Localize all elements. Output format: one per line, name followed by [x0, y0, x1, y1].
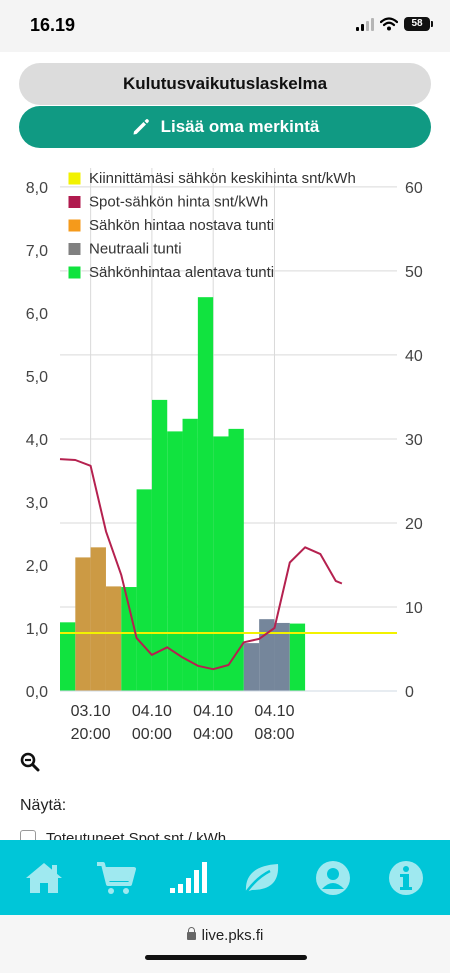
x-tick-date: 04.10 [132, 703, 172, 720]
y-left-tick-label: 3,0 [26, 495, 48, 512]
spot-toggle-label: Toteutuneet Spot snt / kWh [46, 830, 227, 842]
legend-label: Sähkönhintaa alentava tunti [89, 264, 274, 281]
bar-lower [151, 399, 168, 691]
home-indicator [145, 955, 307, 960]
y-left-tick-label: 4,0 [26, 432, 48, 449]
tab-info[interactable] [376, 848, 436, 908]
tab-shop[interactable] [86, 848, 146, 908]
price-lines [59, 458, 397, 692]
url-text: live.pks.fi [201, 927, 264, 944]
x-tick-date: 04.10 [193, 703, 233, 720]
zoom-out-icon[interactable] [20, 752, 40, 772]
cellular-signal-icon [356, 17, 374, 31]
y-left-tick-label: 5,0 [26, 369, 48, 386]
status-time: 16.19 [30, 15, 76, 35]
add-entry-button[interactable]: Lisää oma merkintä [19, 106, 431, 148]
price-consumption-chart: 0,0 1,0 2,0 3,0 4,0 5,0 6,0 7,0 8,0 0 10 20 30 40 50 6… [26, 168, 423, 743]
spot-toggle-checkbox[interactable] [20, 830, 36, 842]
y-right-tick-label: 40 [405, 348, 423, 365]
spot-price-line [59, 458, 343, 671]
browser-url-bar[interactable]: live.pks.fi [0, 915, 450, 973]
x-tick-date: 04.10 [254, 703, 294, 720]
tab-home[interactable] [14, 848, 74, 908]
chart-legend[interactable]: Kiinnittämäsi sähkön keskihinta snt/kWh S… [67, 170, 356, 281]
tab-eco[interactable] [231, 848, 291, 908]
legend-label: Kiinnittämäsi sähkön keskihinta snt/kWh [89, 170, 356, 187]
y-axis-right: 0 10 20 30 40 50 60 [405, 180, 423, 701]
pencil-icon [133, 119, 149, 135]
bar-raise [90, 547, 106, 691]
url-display[interactable]: live.pks.fi [0, 927, 450, 944]
tab-consumption[interactable] [159, 848, 219, 908]
info-icon [388, 860, 423, 895]
y-right-tick-label: 50 [405, 264, 423, 281]
legend-swatch [67, 218, 82, 233]
y-right-tick-label: 0 [405, 684, 414, 701]
tab-profile[interactable] [303, 848, 363, 908]
bar-lower [136, 489, 152, 691]
consumption-bars [60, 297, 306, 691]
y-left-tick-label: 2,0 [26, 558, 48, 575]
bar-lower [213, 436, 229, 691]
bottom-tab-bar [0, 840, 450, 915]
signal-bars-icon [169, 861, 207, 893]
consumption-report-button[interactable]: Kulutusvaikutuslaskelma [19, 63, 431, 105]
y-right-tick-label: 60 [405, 180, 423, 197]
y-right-tick-label: 10 [405, 600, 423, 617]
add-entry-label: Lisää oma merkintä [160, 117, 320, 136]
legend-label: Spot-sähkön hinta snt/kWh [89, 194, 268, 211]
bar-lower [228, 428, 244, 691]
lock-icon [186, 927, 196, 940]
y-axis-left: 0,0 1,0 2,0 3,0 4,0 5,0 6,0 7,0 8,0 [26, 180, 48, 701]
y-left-tick-label: 7,0 [26, 243, 48, 260]
x-axis: 03.10 20:00 04.10 00:00 04.10 04:00 04.10 08:00 [71, 703, 295, 743]
y-left-tick-label: 6,0 [26, 306, 48, 323]
status-bar: 16.19 58 [0, 0, 450, 52]
x-tick-time: 04:00 [193, 726, 233, 743]
bar-raise [75, 557, 91, 691]
bar-lower [182, 418, 198, 691]
legend-swatch [67, 265, 82, 280]
bar-neutral [274, 622, 290, 691]
y-left-tick-label: 0,0 [26, 684, 48, 701]
bar-lower [197, 297, 214, 691]
wifi-icon [380, 17, 398, 31]
battery-indicator: 58 [404, 17, 433, 31]
x-tick-date: 03.10 [71, 703, 111, 720]
bar-lower [167, 431, 183, 691]
y-right-tick-label: 30 [405, 432, 423, 449]
cart-icon [97, 861, 137, 894]
bar-lower [289, 623, 306, 691]
legend-swatch [67, 195, 82, 209]
x-tick-time: 20:00 [71, 726, 111, 743]
legend-label: Neutraali tunti [89, 241, 182, 258]
y-left-tick-label: 8,0 [26, 180, 48, 197]
y-left-tick-label: 1,0 [26, 621, 48, 638]
status-icons: 58 [356, 17, 433, 31]
legend-swatch [67, 242, 82, 256]
spot-toggle-row[interactable]: Toteutuneet Spot snt / kWh [20, 830, 226, 842]
bar-lower [60, 622, 76, 691]
leaf-icon [244, 863, 279, 895]
user-icon [316, 860, 351, 895]
home-icon [26, 862, 63, 893]
bar-raise [105, 586, 122, 691]
legend-label: Sähkön hintaa nostava tunti [89, 217, 274, 234]
x-tick-time: 00:00 [132, 726, 172, 743]
legend-swatch [67, 171, 82, 186]
bar-lower [121, 587, 137, 691]
x-tick-time: 08:00 [254, 726, 294, 743]
show-label: Näytä: [20, 797, 67, 814]
bar-neutral [243, 643, 260, 691]
y-right-tick-label: 20 [405, 516, 423, 533]
